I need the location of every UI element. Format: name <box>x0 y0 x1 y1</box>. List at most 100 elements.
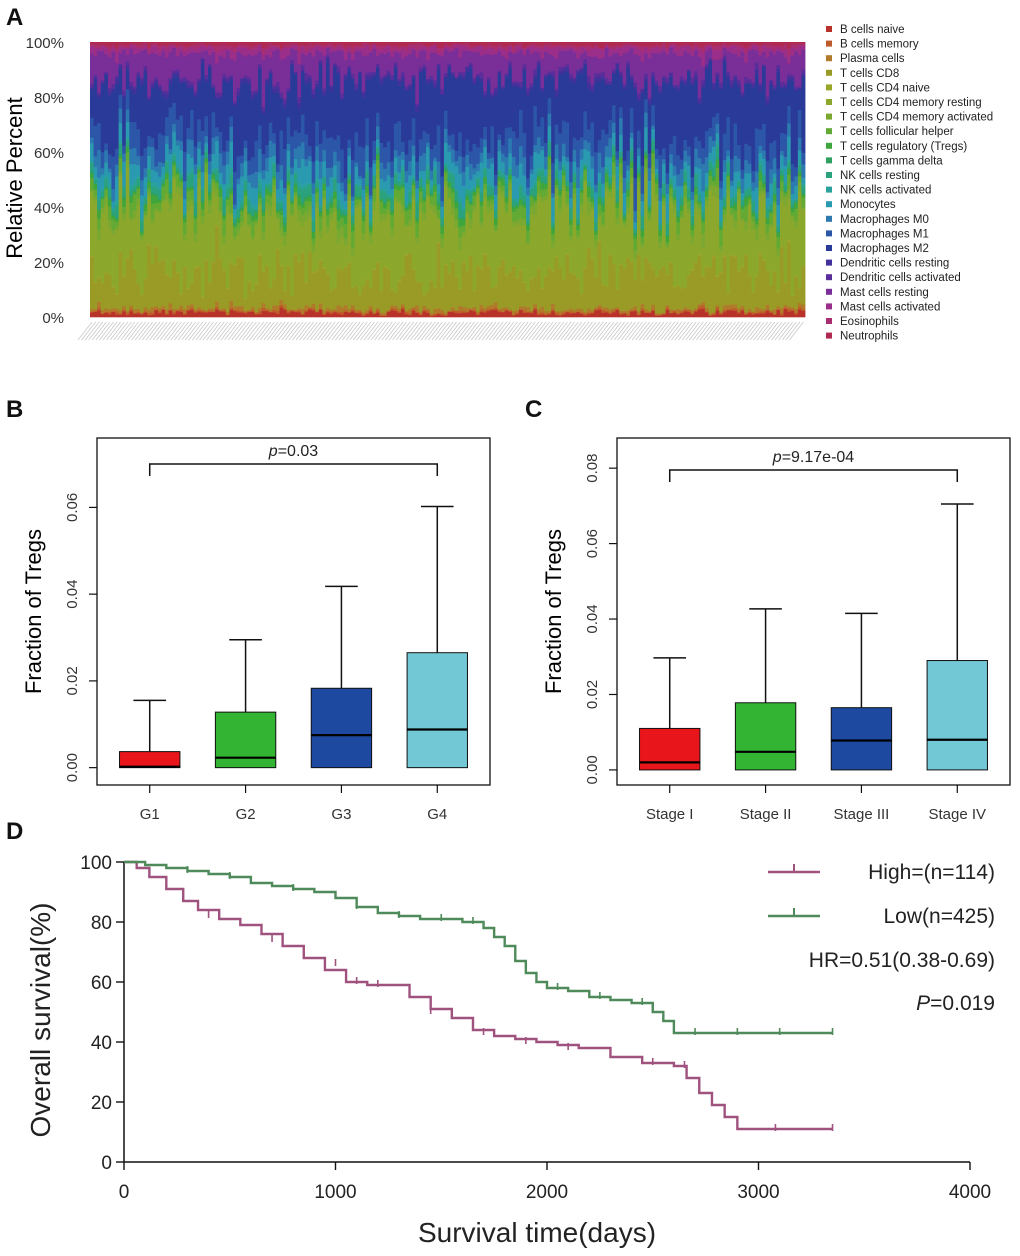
stacked-bar-segment <box>722 133 727 161</box>
stacked-bar-segment <box>354 312 359 314</box>
stacked-bar-segment <box>168 180 173 192</box>
stacked-bar-segment <box>418 178 423 187</box>
stacked-bar-segment <box>633 42 638 46</box>
stacked-bar-segment <box>472 191 477 196</box>
stacked-bar-segment <box>372 42 377 44</box>
stacked-bar-segment <box>447 144 452 152</box>
stacked-bar-segment <box>447 45 452 48</box>
stacked-bar-segment <box>279 48 284 51</box>
stacked-bar-segment <box>654 158 659 169</box>
sample-label <box>260 321 275 341</box>
stacked-bar-segment <box>551 55 556 72</box>
stacked-bar-segment <box>429 204 434 210</box>
stacked-bar-segment <box>100 282 105 311</box>
stacked-bar-segment <box>690 310 695 314</box>
stacked-bar-segment <box>654 42 659 45</box>
stacked-bar-segment <box>722 256 727 306</box>
stacked-bar-segment <box>615 44 620 49</box>
stacked-bar-segment <box>443 314 448 316</box>
stacked-bar-segment <box>533 47 538 52</box>
stacked-bar-segment <box>647 203 652 206</box>
stacked-bar-segment <box>211 48 216 53</box>
stacked-bar-segment <box>293 185 298 193</box>
stacked-bar-segment <box>454 208 459 221</box>
stacked-bar-segment <box>497 181 502 188</box>
stacked-bar-segment <box>769 310 774 312</box>
stacked-bar-segment <box>751 212 756 217</box>
stacked-bar-segment <box>397 202 402 281</box>
stacked-bar-segment <box>154 193 159 196</box>
stacked-bar-segment <box>733 42 738 45</box>
stacked-bar-segment <box>261 270 266 273</box>
stacked-bar-segment <box>533 197 538 201</box>
stacked-bar-segment <box>715 276 720 306</box>
stacked-bar-segment <box>225 205 230 215</box>
stacked-bar-segment <box>136 313 141 318</box>
stacked-bar-segment <box>586 180 591 182</box>
stacked-bar-segment <box>554 184 559 189</box>
stacked-bar-segment <box>393 149 398 158</box>
stacked-bar-segment <box>383 213 388 219</box>
stacked-bar-segment <box>275 197 280 203</box>
stacked-bar-segment <box>368 225 373 228</box>
stacked-bar-segment <box>386 44 391 47</box>
stacked-bar-segment <box>279 266 284 300</box>
stacked-bar-segment <box>715 186 720 199</box>
stacked-bar-segment <box>182 56 187 78</box>
stacked-bar-segment <box>343 215 348 224</box>
sample-label <box>781 321 797 341</box>
stacked-bar-segment <box>611 162 616 175</box>
stacked-bar-segment <box>104 204 109 272</box>
stacked-bar-segment <box>569 161 574 183</box>
stacked-bar-segment <box>322 190 327 198</box>
stacked-bar-segment <box>615 217 620 225</box>
stacked-bar-segment <box>111 189 116 202</box>
stacked-bar-segment <box>261 59 266 107</box>
stacked-bar-segment <box>601 226 606 284</box>
stacked-bar-segment <box>136 283 141 309</box>
stacked-bar-segment <box>654 312 659 315</box>
stacked-bar-segment <box>576 311 581 313</box>
stacked-bar-segment <box>236 228 241 235</box>
stacked-bar-segment <box>254 89 259 94</box>
stacked-bar-segment <box>97 240 102 277</box>
stacked-bar-segment <box>150 42 155 44</box>
sample-label <box>227 321 243 341</box>
stacked-bar-segment <box>283 58 288 100</box>
stacked-bar-segment <box>111 229 116 235</box>
stacked-bar-segment <box>433 79 438 86</box>
stacked-bar-segment <box>415 217 420 220</box>
y-tick-label: 60% <box>34 145 64 162</box>
stacked-bar-segment <box>247 54 252 78</box>
stacked-bar-segment <box>544 174 549 177</box>
stacked-bar-segment <box>122 95 127 99</box>
stacked-bar-segment <box>204 81 209 117</box>
stacked-bar-segment <box>776 292 781 307</box>
stacked-bar-segment <box>100 196 105 198</box>
sample-label <box>374 321 390 341</box>
stacked-bar-segment <box>722 59 727 62</box>
stacked-bar-segment <box>100 82 105 84</box>
stacked-bar-segment <box>640 310 645 318</box>
stacked-bar-segment <box>501 162 506 173</box>
stacked-bar-segment <box>533 42 538 45</box>
stacked-bar-segment <box>218 92 223 97</box>
stacked-bar-segment <box>193 52 198 92</box>
stacked-bar-segment <box>275 201 280 210</box>
stacked-bar-segment <box>300 64 305 71</box>
x-tick-label: G4 <box>427 806 447 823</box>
stacked-bar-segment <box>136 188 141 199</box>
stacked-bar-segment <box>422 309 427 312</box>
stacked-bar-segment <box>629 46 634 49</box>
stacked-bar-segment <box>801 164 806 178</box>
stacked-bar-segment <box>758 164 763 171</box>
stacked-bar-segment <box>679 196 684 205</box>
stacked-bar-segment <box>629 176 634 184</box>
stacked-bar-segment <box>751 84 756 88</box>
stacked-bar-segment <box>722 47 727 56</box>
stacked-bar-segment <box>719 314 724 318</box>
stacked-bar-segment <box>333 177 338 180</box>
stacked-bar-segment <box>468 163 473 180</box>
stacked-bar-segment <box>190 45 195 47</box>
